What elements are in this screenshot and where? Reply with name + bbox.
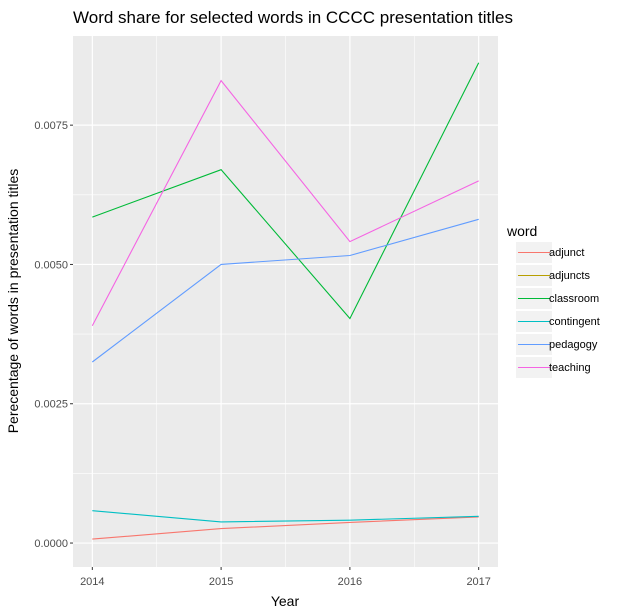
- series-line-adjunct: [92, 516, 479, 540]
- legend-label-contingent: contingent: [549, 316, 600, 328]
- y-tick-label: 0.0000: [34, 538, 68, 550]
- legend-title: word: [506, 223, 537, 239]
- x-tick-label: 2015: [209, 576, 233, 588]
- legend-label-adjuncts: adjuncts: [549, 270, 590, 282]
- legend-label-pedagogy: pedagogy: [549, 339, 598, 351]
- y-axis-title: Perecentage of words in presentation tit…: [5, 169, 21, 434]
- legend-label-teaching: teaching: [549, 362, 591, 374]
- legend: word adjunct adjuncts classroom contingent p…: [506, 223, 600, 378]
- series-line-teaching: [91, 79, 479, 326]
- chart-title: Word share for selected words in CCCC pr…: [73, 8, 513, 27]
- x-tick-label: 2016: [338, 576, 362, 588]
- y-axis: 0.0000 0.0025 0.0050 0.0075: [34, 120, 73, 550]
- y-tick-label: 0.0050: [34, 259, 68, 271]
- y-tick-label: 0.0025: [34, 399, 68, 411]
- gridlines: [73, 36, 498, 567]
- series-line-pedagogy: [91, 218, 479, 363]
- x-tick-label: 2014: [80, 576, 104, 588]
- y-tick-label: 0.0075: [34, 120, 68, 132]
- x-axis: 2014 2015 2016 2017: [80, 567, 491, 588]
- series-line-classroom: [92, 62, 480, 320]
- series-lines: [91, 62, 480, 540]
- x-axis-title: Year: [271, 593, 300, 609]
- legend-label-classroom: classroom: [549, 293, 599, 305]
- series-line-contingent: [92, 510, 479, 523]
- x-tick-label: 2017: [466, 576, 490, 588]
- legend-label-adjunct: adjunct: [549, 247, 584, 259]
